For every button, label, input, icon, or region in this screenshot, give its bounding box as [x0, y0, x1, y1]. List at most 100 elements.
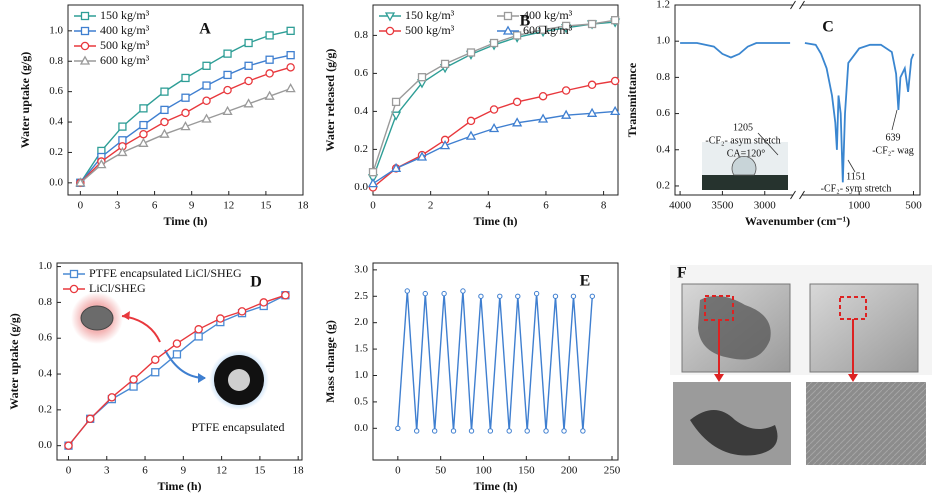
series-line: [372, 80, 616, 188]
y-tick-label: 3.0: [354, 263, 368, 275]
marker: [460, 288, 466, 294]
y-tick-label: 1.0: [656, 35, 670, 47]
photo-substrate: [702, 175, 788, 190]
x-tick-label: 100: [475, 465, 492, 477]
y-tick-label: 0.6: [656, 107, 670, 119]
marker: [159, 128, 170, 138]
marker: [202, 81, 211, 90]
marker: [610, 76, 620, 86]
series-line: [397, 290, 593, 432]
marker: [194, 332, 203, 341]
axis-break: [790, 190, 805, 200]
x-axis-label: Wavenumber (cm⁻¹): [745, 214, 850, 228]
marker: [468, 428, 475, 434]
marker: [223, 49, 232, 58]
plate-clean: [809, 283, 919, 373]
marker: [416, 151, 428, 161]
legend-marker: [503, 11, 513, 21]
marker: [181, 108, 190, 118]
annotation: 1151: [846, 171, 866, 182]
plot-frame: [67, 4, 304, 196]
y-tick-label: 1.2: [656, 0, 670, 11]
x-tick-label: 9: [181, 465, 187, 477]
x-tick-label: 50: [435, 465, 447, 477]
marker: [265, 69, 274, 78]
x-axis-label: Time (h): [473, 214, 517, 228]
marker: [538, 91, 548, 101]
legend-label: 600 kg/m³: [523, 23, 573, 37]
x-tick-label: 2: [428, 200, 434, 212]
marker: [395, 425, 401, 432]
marker: [138, 137, 149, 147]
panel-label: C: [822, 19, 834, 36]
series-line: [372, 110, 616, 185]
marker: [466, 48, 476, 57]
marker: [586, 107, 598, 117]
x-tick-label: 6: [142, 465, 148, 477]
x-tick-label: 12: [223, 200, 234, 212]
legend-label: 400 kg/m³: [100, 23, 150, 37]
x-tick-label: 150: [518, 465, 535, 477]
x-tick-label: 3: [104, 465, 110, 477]
marker: [561, 86, 571, 95]
marker: [417, 73, 427, 82]
marker: [264, 90, 275, 100]
legend-label: 400 kg/m³: [523, 8, 573, 22]
marker: [181, 93, 190, 102]
x-tick-label: 4: [486, 200, 492, 212]
marker: [265, 55, 274, 64]
x-tick-label: 9: [189, 200, 195, 212]
legend-marker: [69, 269, 79, 279]
y-axis-label: Water uptake (g/g): [18, 52, 32, 148]
axis-break-gap: [792, 192, 803, 198]
marker: [487, 428, 494, 434]
arrow-head: [198, 373, 206, 383]
marker: [512, 31, 522, 40]
y-tick-label: 0.4: [656, 143, 670, 155]
marker: [580, 428, 586, 434]
legend-label: 500 kg/m³: [100, 38, 150, 52]
pellet: [80, 305, 114, 331]
y-tick-label: 0.0: [354, 181, 368, 193]
marker: [151, 355, 160, 364]
marker: [216, 314, 225, 323]
marker: [524, 428, 530, 434]
marker: [489, 105, 499, 114]
legend-marker: [385, 26, 395, 36]
axis-break-gap: [792, 2, 803, 8]
marker: [587, 80, 597, 90]
y-tick-label: 0.0: [38, 439, 52, 451]
y-axis-label: Mass change (g): [323, 320, 337, 403]
corrosion: [698, 296, 771, 360]
y-tick-label: 0.8: [38, 296, 52, 308]
chart-panel: 4000 3500 3000 1000 500 0.2 0.4 0.6 0.8 1.0 1.2 Wav…: [625, 0, 922, 228]
arrow: [891, 109, 898, 131]
marker: [450, 428, 457, 434]
chart-panel: 0 2 4 6 8 0.0 0.2 0.4 0.6 0.8 Time (h) Water releas…: [323, 4, 621, 228]
legend-label: 500 kg/m³: [405, 23, 455, 37]
plot-frame: [372, 262, 619, 461]
marker: [201, 113, 212, 123]
axis-break: [790, 0, 805, 10]
y-tick-label: 0.8: [49, 55, 63, 67]
legend-marker: [69, 284, 79, 294]
arrow: [121, 315, 161, 343]
legend-label: 150 kg/m³: [100, 8, 150, 22]
legend-marker: [384, 12, 396, 22]
legend-marker: [79, 55, 91, 65]
sem-corrosion: [690, 410, 778, 456]
marker: [117, 146, 128, 157]
marker: [561, 109, 572, 119]
marker: [194, 325, 203, 334]
annotation: 639: [886, 132, 901, 143]
x-axis-label: Time (h): [157, 479, 201, 493]
plot-frame: [56, 262, 303, 461]
marker: [587, 19, 597, 29]
marker: [237, 307, 247, 316]
y-tick-label: 0.6: [354, 67, 368, 79]
annotation-arrows: [757, 109, 898, 173]
x-tick-label: 500: [905, 200, 922, 212]
y-tick-label: 0.2: [354, 143, 368, 155]
x-tick-label: 3000: [754, 200, 777, 212]
marker: [537, 113, 549, 123]
